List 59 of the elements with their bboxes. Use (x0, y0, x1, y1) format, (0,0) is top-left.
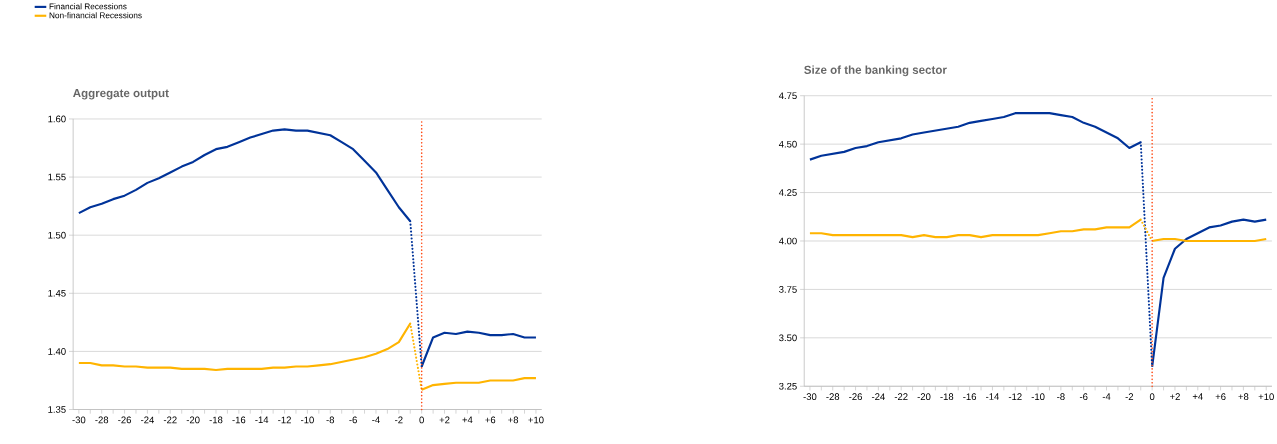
x-tick-label: -22 (894, 393, 908, 400)
x-tick-label: -4 (1102, 393, 1111, 400)
x-tick-label: -30 (803, 393, 817, 400)
x-tick-label: +2 (1170, 393, 1180, 400)
x-tick-label: -30 (72, 416, 86, 424)
x-tick-label: 0 (1149, 393, 1155, 400)
x-tick-label: -28 (826, 393, 840, 400)
y-tick-label: 1.35 (48, 405, 66, 413)
x-tick-label: -18 (209, 416, 223, 424)
chart-title: Size of the banking sector (804, 65, 947, 77)
x-tick-label: -24 (141, 416, 154, 423)
x-tick-label: +10 (528, 416, 544, 424)
x-tick-label: -12 (278, 416, 291, 423)
x-tick-label: +6 (1215, 393, 1226, 400)
y-tick-label: 1.55 (48, 173, 66, 181)
y-tick-label: 4.75 (778, 92, 797, 99)
x-tick-label: -20 (186, 416, 200, 424)
x-tick-label: -22 (163, 416, 177, 423)
legend-label: Non-financial Recessions (49, 11, 142, 19)
x-tick-label: -6 (349, 416, 357, 424)
x-tick-label: -18 (940, 393, 954, 400)
x-tick-label: -4 (372, 416, 380, 423)
y-tick-label: 1.40 (48, 347, 66, 355)
x-tick-label: -26 (118, 416, 131, 424)
y-tick-label: 4.00 (778, 237, 797, 245)
x-tick-label: -16 (232, 416, 246, 424)
x-tick-label: +4 (1192, 393, 1203, 400)
x-tick-label: +8 (508, 416, 519, 424)
x-tick-label: -8 (1057, 393, 1065, 400)
x-tick-label: -8 (326, 416, 335, 424)
x-tick-label: -14 (255, 416, 269, 423)
y-tick-label: 3.25 (779, 382, 797, 390)
chart-title: Aggregate output (73, 88, 169, 100)
x-tick-label: 0 (419, 416, 424, 424)
legend-label: Financial Recessions (49, 3, 127, 10)
x-tick-label: -2 (1125, 393, 1134, 400)
x-tick-label: +4 (462, 416, 473, 423)
x-tick-label: -10 (300, 416, 314, 424)
x-tick-label: -12 (1008, 393, 1022, 400)
x-tick-label: -24 (871, 393, 885, 400)
x-tick-label: +8 (1238, 393, 1249, 400)
x-tick-label: -16 (963, 393, 977, 400)
x-tick-label: -10 (1031, 393, 1045, 400)
x-tick-label: -14 (986, 393, 1000, 400)
y-tick-label: 3.50 (779, 334, 797, 342)
x-tick-label: +10 (1258, 393, 1274, 400)
y-tick-label: 3.75 (779, 285, 797, 293)
x-tick-label: -6 (1079, 393, 1088, 400)
y-tick-label: 1.50 (48, 231, 66, 239)
x-tick-label: +6 (485, 416, 496, 424)
y-tick-label: 4.50 (778, 140, 797, 148)
x-tick-label: -2 (395, 416, 403, 423)
x-tick-label: -28 (95, 416, 109, 424)
x-tick-label: -26 (849, 393, 862, 400)
y-tick-label: 1.45 (48, 289, 66, 297)
x-tick-label: -20 (917, 393, 931, 400)
y-tick-label: 1.60 (48, 115, 66, 123)
x-tick-label: +2 (439, 416, 450, 423)
y-tick-label: 4.25 (778, 189, 797, 196)
